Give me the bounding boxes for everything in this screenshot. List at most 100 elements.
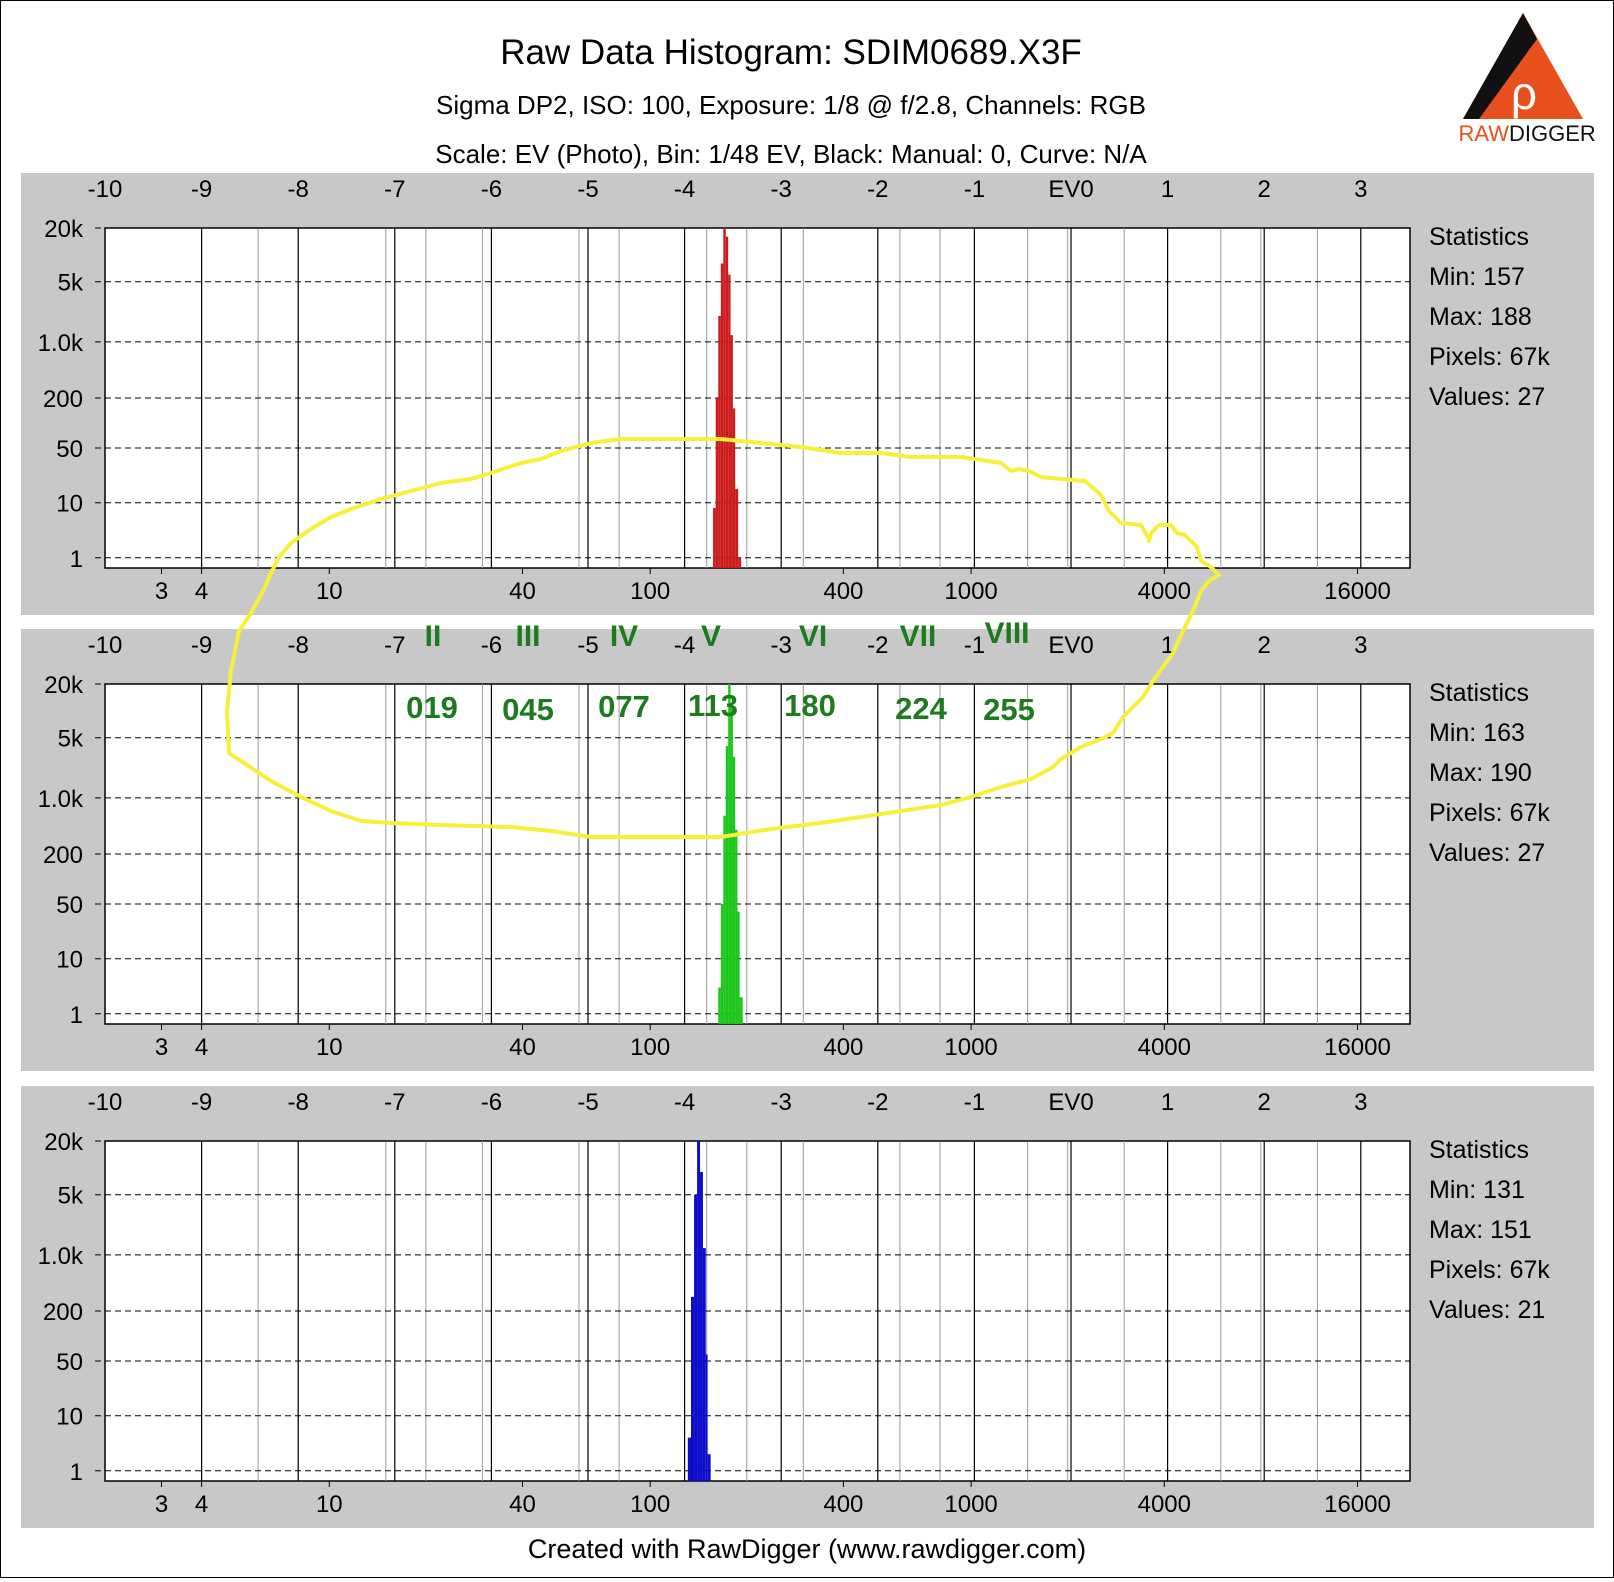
ev-tick-label: -7 [384,1089,405,1116]
count-tick-label: 20k [44,1129,84,1156]
zone-code-label: 045 [502,692,554,727]
ev-tick-label: -8 [288,1089,309,1116]
stat-pixels: Pixels: 67k [1429,343,1550,371]
stat-pixels: Pixels: 67k [1429,799,1550,827]
value-tick-label: 1000 [944,578,997,605]
logo-shadow-icon [1463,13,1537,119]
stat-min: Min: 163 [1429,719,1525,747]
count-tick-label: 1.0k [38,1243,84,1270]
statistics-heading: Statistics [1429,223,1529,251]
ev-tick-label: 2 [1258,632,1271,659]
panel-red: -10 -9 -8 -7 -6 -5 -4 -3 -2 -1 EV0 1 2 3 20k 5k 1.0k 200 5… [21,173,1594,615]
histogram-bar [737,911,740,1024]
ev-tick-label: -3 [771,176,792,203]
value-tick-label: 16000 [1324,1034,1391,1061]
histogram-bar [723,228,726,568]
value-tick-label: 16000 [1324,578,1391,605]
logo-text-digger: DIGGER [1509,121,1596,146]
count-tick-label: 20k [44,672,84,699]
ev-tick-label: -3 [771,632,792,659]
zone-roman-label: II [425,620,442,653]
histogram-bar [732,756,736,1024]
statistics-heading: Statistics [1429,1136,1529,1164]
ev-tick-label: 1 [1161,632,1174,659]
ev-tick-label: -9 [191,176,212,203]
value-tick-label: 3 [155,578,168,605]
histogram-bar [738,557,742,568]
histogram-bar [732,408,736,568]
ev-tick-label: -2 [867,1089,888,1116]
value-tick-label: 100 [630,1034,670,1061]
histogram-bar [725,746,729,1024]
stat-values: Values: 21 [1429,1296,1545,1324]
ev-tick-label: 3 [1354,1089,1367,1116]
yellow-freehand-annotation [225,437,1221,839]
zone-code-label: 180 [784,688,836,723]
footer-credit: Created with RawDigger (www.rawdigger.co… [528,1534,1086,1564]
count-tick-label: 10 [56,1404,83,1431]
value-tick-label: 4000 [1138,1034,1191,1061]
panel-blue: -10 -9 -8 -7 -6 -5 -4 -3 -2 -1 EV0 1 2 3 20k 5k 1.0k 200 5… [21,1086,1594,1528]
value-tick-label: 4000 [1138,578,1191,605]
zone-roman-label: IV [610,620,638,653]
logo-text-raw: RAW [1458,121,1509,146]
histogram-bar [720,903,724,1024]
histogram-bar [707,1454,711,1481]
panel-green: -10 -9 -8 -7 -6 -5 -4 -3 -2 -1 EV0 1 2 3 20k 5k 1.0k 200 5… [21,629,1594,1071]
stat-max: Max: 190 [1429,759,1532,787]
ev-tick-label: -1 [964,632,985,659]
ev-tick-label: -7 [384,632,405,659]
value-tick-label: 40 [509,1491,536,1518]
histogram-bar [705,1354,708,1481]
value-tick-label: 1000 [944,1491,997,1518]
ev-tick-label: -1 [964,176,985,203]
value-tick-label: 100 [630,578,670,605]
zone-roman-label: VI [799,620,827,653]
histogram-bar [690,1296,695,1481]
histogram-bar [730,335,733,568]
zone-code-label: 255 [983,692,1035,727]
count-tick-label: 1 [70,1459,83,1486]
histogram-bar [715,398,719,568]
stat-max: Max: 188 [1429,303,1532,331]
value-tick-label: 10 [316,1034,343,1061]
ev-tick-label: 2 [1258,1089,1271,1116]
count-tick-label: 50 [56,892,83,919]
count-tick-label: 10 [56,491,83,518]
ev-tick-label: 3 [1354,176,1367,203]
value-tick-label: 4 [195,1034,208,1061]
ev-tick-label: -9 [191,632,212,659]
histogram-bar [702,1248,706,1481]
histogram-bar [694,1194,698,1481]
value-tick-label: 4 [195,1491,208,1518]
count-tick-label: 50 [56,1349,83,1376]
value-tick-label: 100 [630,1491,670,1518]
stat-max: Max: 151 [1429,1216,1532,1244]
ev-tick-label: -5 [577,1089,598,1116]
count-tick-label: 20k [44,216,84,243]
count-tick-label: 50 [56,436,83,463]
ev-tick-label: -1 [964,1089,985,1116]
histogram-bar [730,703,733,1024]
ev-tick-label: -4 [674,176,695,203]
ev-tick-label: EV0 [1048,1089,1093,1116]
zone-code-label: 077 [598,689,650,724]
histogram-bar [687,1437,691,1481]
histogram-bar [720,263,724,568]
zone-code-label: 019 [406,690,458,725]
ev-tick-label: -8 [288,176,309,203]
zone-roman-label: III [515,620,540,653]
stat-min: Min: 131 [1429,1176,1525,1204]
histogram-bar [728,684,731,1024]
ev-tick-label: -9 [191,1089,212,1116]
histogram-bar [713,508,716,568]
zone-roman-label: V [701,620,721,653]
ev-tick-label: -4 [674,1089,695,1116]
ev-tick-label: -7 [384,176,405,203]
count-tick-label: 1.0k [38,786,84,813]
count-tick-label: 1 [70,1002,83,1029]
value-tick-label: 40 [509,578,536,605]
